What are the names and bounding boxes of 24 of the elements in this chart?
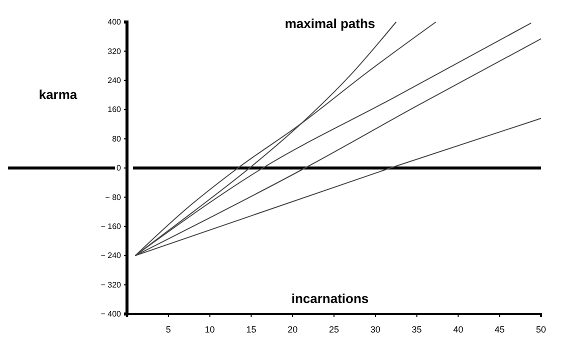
y-tick-label: 0 <box>116 164 122 173</box>
y-tick-label: − 240 <box>100 251 122 260</box>
y-tick-label: 240 <box>108 76 122 85</box>
y-tick-label: − 400 <box>100 310 122 319</box>
y-tick-label: 400 <box>108 18 122 27</box>
x-tick-label: 15 <box>246 324 256 335</box>
y-tick-label: 320 <box>108 46 122 56</box>
x-tick-label: 20 <box>288 324 298 335</box>
y-axis-title: karma <box>38 87 78 102</box>
x-tick-label: 45 <box>494 324 505 335</box>
x-axis-title: incarnations <box>291 291 369 306</box>
x-tick-label: 40 <box>453 324 464 335</box>
y-tick-label: − 160 <box>100 222 122 231</box>
x-tick-label: 25 <box>328 324 340 335</box>
x-tick-label: 5 <box>166 324 171 335</box>
x-tick-label: 50 <box>536 324 546 335</box>
x-tick-label: 35 <box>412 324 422 335</box>
x-tick-label: 30 <box>370 324 380 335</box>
y-tick-label: − 320 <box>100 280 122 290</box>
y-tick-label: − 80 <box>105 192 122 202</box>
x-tick-label: 10 <box>204 324 215 335</box>
y-tick-label: 80 <box>112 134 122 144</box>
chart-title: maximal paths <box>284 16 376 31</box>
y-tick-label: 160 <box>108 105 122 114</box>
